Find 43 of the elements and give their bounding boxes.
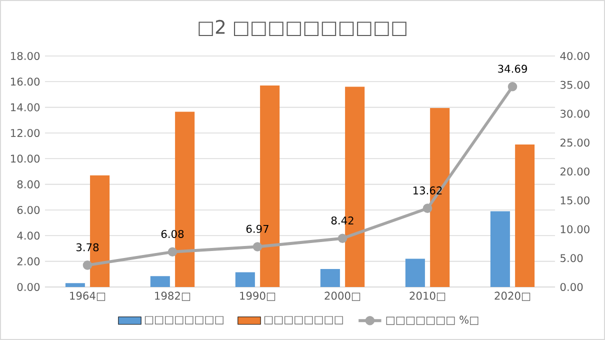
chart-title: □2 □□□□□□□□□□ xyxy=(198,20,406,36)
bar xyxy=(405,258,425,288)
y2-tick-label: 0.00 xyxy=(560,282,583,292)
legend-label: □□□□□□□□ xyxy=(264,316,343,324)
x-tick-label: 1990□ xyxy=(240,292,276,301)
y2-tick-label: 5.00 xyxy=(560,254,583,262)
y-tick-label: 16.00 xyxy=(11,78,40,86)
y-tick-label: 8.00 xyxy=(17,180,40,188)
x-tick-label: 2000□ xyxy=(324,292,360,301)
bar xyxy=(150,276,170,288)
y-tick-label: 4.00 xyxy=(17,232,40,240)
x-tick-label: 2010□ xyxy=(410,292,446,301)
data-label: 34.69 xyxy=(498,64,527,73)
x-tick-label: 1964□ xyxy=(70,292,106,301)
y2-tick-label: 40.00 xyxy=(560,52,590,60)
y-tick-label: 18.00 xyxy=(11,52,40,60)
y-tick-label: 12.00 xyxy=(11,128,40,138)
bar xyxy=(515,144,535,288)
point xyxy=(338,234,348,244)
point xyxy=(168,247,178,257)
x-tick-label: 1982□ xyxy=(155,292,190,301)
y-tick-label: 14.00 xyxy=(11,103,40,112)
point xyxy=(252,242,262,252)
bar xyxy=(65,283,85,288)
x-tick-label: 2020□ xyxy=(494,292,530,301)
bar xyxy=(235,272,255,288)
bar xyxy=(490,211,510,288)
y2-tick-label: 30.00 xyxy=(560,110,590,118)
y-tick-label: 2.00 xyxy=(17,257,40,266)
point xyxy=(422,204,432,214)
y2-tick-label: 25.00 xyxy=(560,138,590,147)
y2-tick-label: 10.00 xyxy=(560,225,590,234)
y-tick-label: 6.00 xyxy=(17,206,40,214)
legend-label: □□□□□□□□ xyxy=(144,316,224,324)
y2-tick-label: 15.00 xyxy=(560,196,590,204)
y-tick-label: 10.00 xyxy=(11,154,40,163)
y2-tick-label: 20.00 xyxy=(560,167,590,176)
legend-label: □□□□□□□ %□ xyxy=(386,316,478,325)
point xyxy=(508,82,518,92)
y2-tick-label: 35.00 xyxy=(560,80,590,89)
point xyxy=(82,260,92,270)
y-tick-label: 0.00 xyxy=(17,282,40,292)
bar xyxy=(320,269,340,288)
